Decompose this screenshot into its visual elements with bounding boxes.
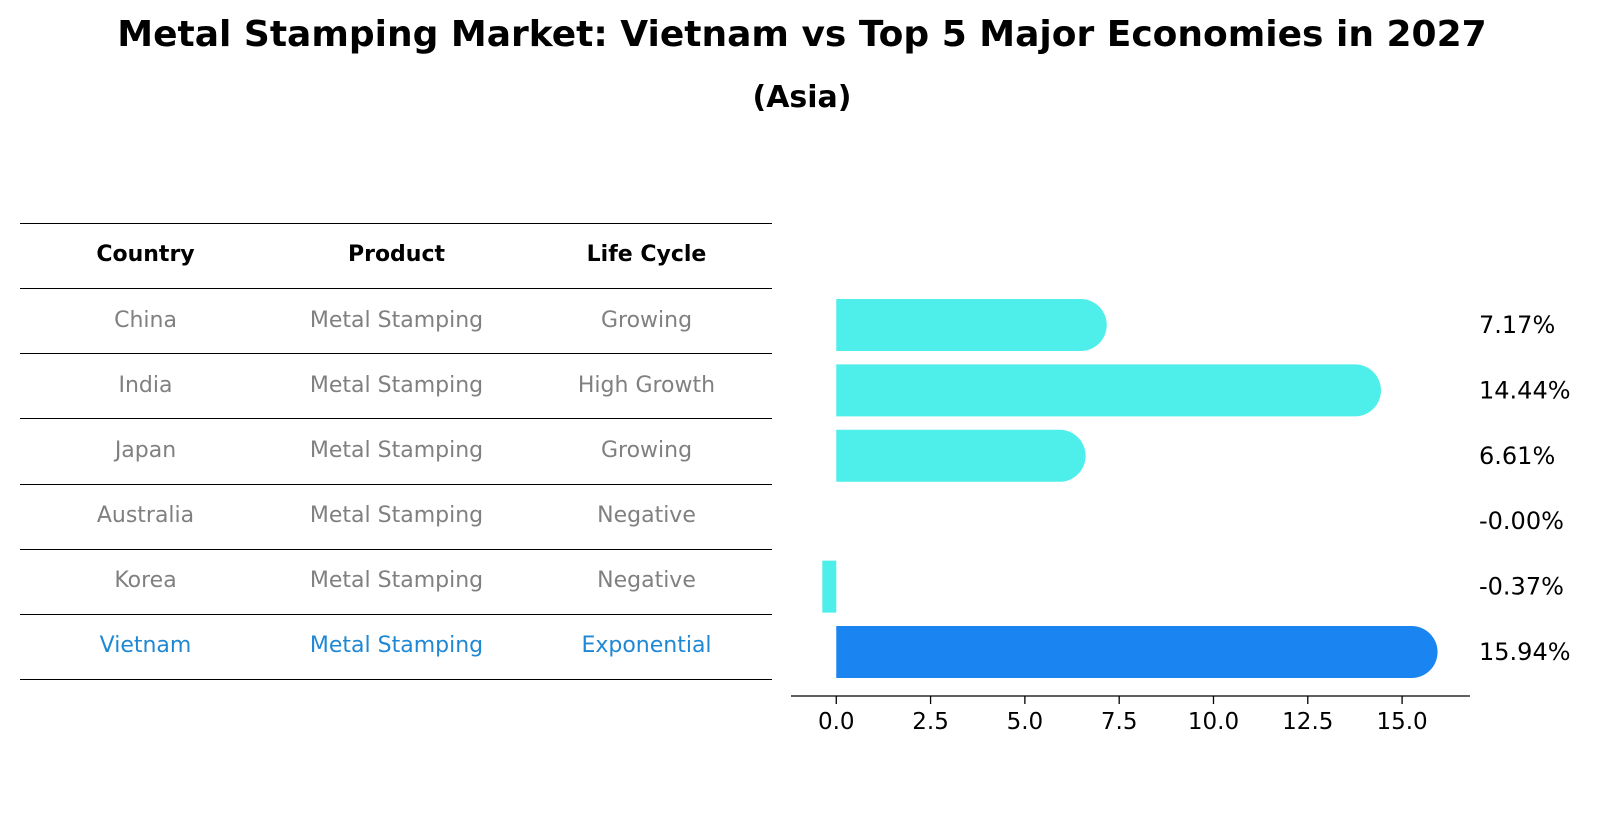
value-label: -0.00%	[1479, 507, 1564, 535]
x-tick-label: 7.5	[1101, 709, 1138, 735]
x-tick-label: 5.0	[1007, 709, 1044, 735]
cell-country: Japan	[114, 438, 177, 463]
cell-product: Metal Stamping	[309, 308, 484, 333]
cell-country-highlight: Vietnam	[99, 633, 192, 658]
cell-country: India	[118, 373, 173, 398]
x-tick-label: 0.0	[818, 709, 855, 735]
chart-subtitle: (Asia)	[752, 80, 852, 115]
bar-korea	[822, 560, 837, 613]
table-rule	[20, 484, 772, 485]
cell-product: Metal Stamping	[309, 373, 484, 398]
cell-product: Metal Stamping	[309, 503, 484, 528]
value-label: 7.17%	[1479, 311, 1555, 339]
value-label: -0.37%	[1479, 573, 1564, 601]
value-label: 6.61%	[1479, 442, 1555, 470]
cell-product-highlight: Metal Stamping	[309, 633, 484, 658]
cell-country: Australia	[96, 503, 195, 528]
table-rule	[20, 288, 772, 289]
cell-country: Korea	[114, 568, 177, 593]
value-label: 15.94%	[1479, 638, 1571, 666]
cell-life-cycle-highlight: Exponential	[581, 633, 712, 658]
bar-vietnam	[836, 626, 1438, 678]
cell-country: China	[114, 308, 177, 333]
x-tick-label: 12.5	[1282, 709, 1333, 735]
bar-japan	[836, 429, 1086, 482]
chart-title: Metal Stamping Market: Vietnam vs Top 5 …	[117, 14, 1487, 55]
table-rule	[20, 418, 772, 419]
cell-life-cycle: Growing	[600, 308, 693, 333]
cell-life-cycle: Growing	[600, 438, 693, 463]
bar-india	[836, 364, 1381, 417]
table-rule	[20, 679, 772, 680]
cell-life-cycle: Negative	[597, 568, 696, 593]
table-rule	[20, 353, 772, 354]
cell-product: Metal Stamping	[309, 438, 484, 463]
x-tick-label: 2.5	[912, 709, 949, 735]
cell-product: Metal Stamping	[309, 568, 484, 593]
table-rule	[20, 223, 772, 224]
header-product: Product	[347, 242, 446, 267]
header-life-cycle: Life Cycle	[586, 242, 707, 267]
x-tick-label: 10.0	[1188, 709, 1239, 735]
bar-china	[836, 299, 1107, 351]
table-rule	[20, 549, 772, 550]
value-label: 14.44%	[1479, 376, 1571, 404]
cell-life-cycle: High Growth	[577, 373, 716, 398]
table-rule	[20, 614, 772, 615]
cell-life-cycle: Negative	[597, 503, 696, 528]
header-country: Country	[96, 242, 195, 267]
x-tick-label: 15.0	[1376, 709, 1427, 735]
